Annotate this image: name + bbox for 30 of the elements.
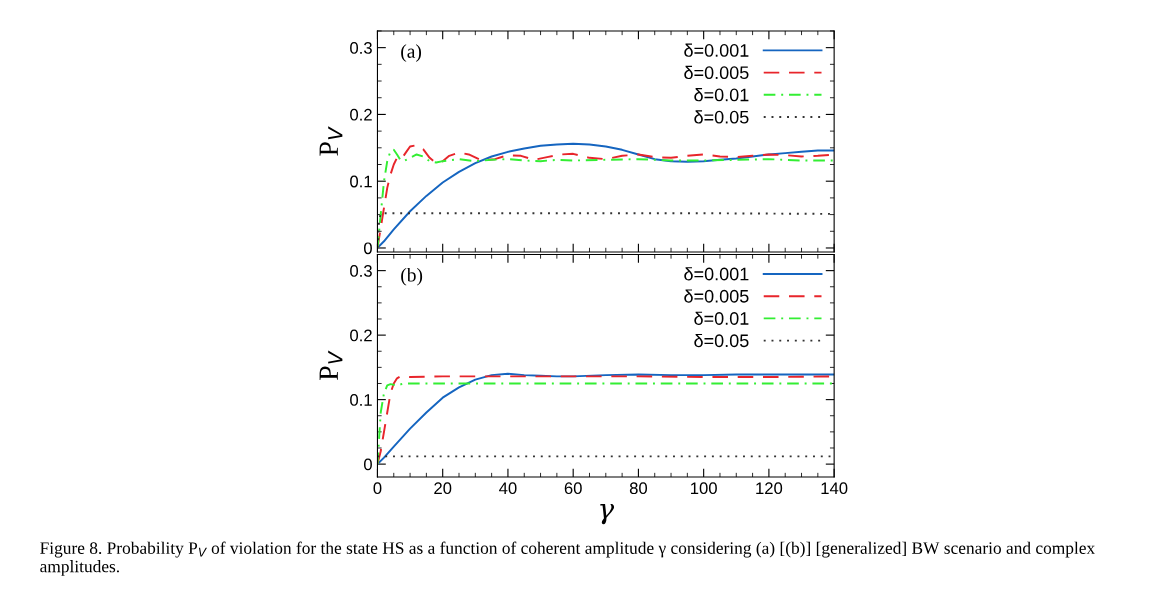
x-tick-label: 80 (629, 482, 648, 495)
x-axis-title: γ (600, 504, 615, 525)
y-tick-label: 0.1 (350, 394, 372, 406)
annotation: (a) (401, 44, 422, 62)
legend-label: δ=0.005 (684, 289, 749, 303)
y-tick-label: 0 (363, 242, 372, 255)
text: Figure 8. Probability P$_{V}$ of violation for the state HS as a function of coherent amplitude γ considering (a) [(b)] [generalized] BW scenario and complex amplitudes. (40, 541, 1095, 576)
x-tick-label: 20 (434, 482, 452, 495)
legend-label: δ=0.001 (684, 43, 749, 57)
y-tick-label: 0.2 (350, 329, 372, 342)
y-axis-title: P$_{V}$ (319, 126, 343, 156)
legend-label: δ=0.01 (694, 311, 749, 325)
y-tick-label: 0 (363, 458, 372, 471)
y-tick-label: 0.1 (350, 175, 372, 188)
legend-label: δ=0.005 (684, 65, 749, 80)
y-tick-label: 0.2 (350, 108, 372, 121)
annotation: (b) (401, 267, 423, 286)
x-tick-label: 40 (499, 482, 517, 495)
legend-label: δ=0.05 (694, 110, 749, 124)
x-tick-label: 0 (373, 482, 382, 495)
x-tick-label: 100 (691, 482, 717, 495)
legend-label: δ=0.001 (684, 267, 749, 281)
y-axis-title: P$_{V}$ (319, 350, 343, 380)
y-tick-label: 0.3 (350, 265, 372, 277)
x-tick-label: 60 (564, 482, 582, 495)
y-tick-label: 0.3 (350, 42, 372, 54)
x-tick-label: 120 (756, 482, 783, 495)
x-tick-label: 140 (821, 482, 848, 495)
legend-label: δ=0.01 (694, 88, 749, 102)
legend-label: δ=0.05 (694, 333, 749, 348)
